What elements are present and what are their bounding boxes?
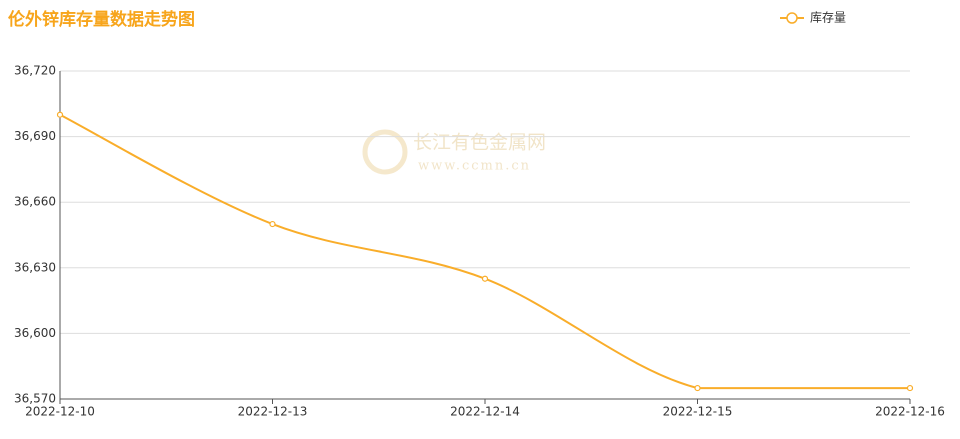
watermark-logo xyxy=(362,129,408,175)
y-tick-label: 36,690 xyxy=(14,129,56,143)
point xyxy=(269,220,276,228)
chart-title: 伦外锌库存量数据走势图 xyxy=(8,9,195,30)
point xyxy=(56,111,64,118)
legend-marker xyxy=(786,12,798,24)
y-tick-label: 36,600 xyxy=(14,326,56,340)
x-tick-label: 2022-12-10 xyxy=(25,405,95,419)
y-tick-label: 36,630 xyxy=(14,260,56,274)
watermark: 长江有色金属网 www.ccmn.cn xyxy=(362,129,546,175)
point xyxy=(694,384,701,392)
point xyxy=(906,384,914,392)
legend-label: 库存量 xyxy=(810,10,846,25)
y-tick-label: 36,660 xyxy=(14,195,56,209)
y-tick-label: 36,570 xyxy=(14,392,56,406)
point xyxy=(481,275,489,282)
x-tick-label: 2022-12-16 xyxy=(875,405,945,419)
y-tick-label: 36,720 xyxy=(14,64,56,78)
x-tick-label: 2022-12-13 xyxy=(238,405,308,419)
line xyxy=(59,113,910,390)
watermark-text: 长江有色金属网 xyxy=(413,132,546,154)
x-tick-label: 2022-12-14 xyxy=(450,405,520,419)
watermark-url: www.ccmn.cn xyxy=(418,159,531,174)
x-tick-label: 2022-12-15 xyxy=(663,405,733,419)
